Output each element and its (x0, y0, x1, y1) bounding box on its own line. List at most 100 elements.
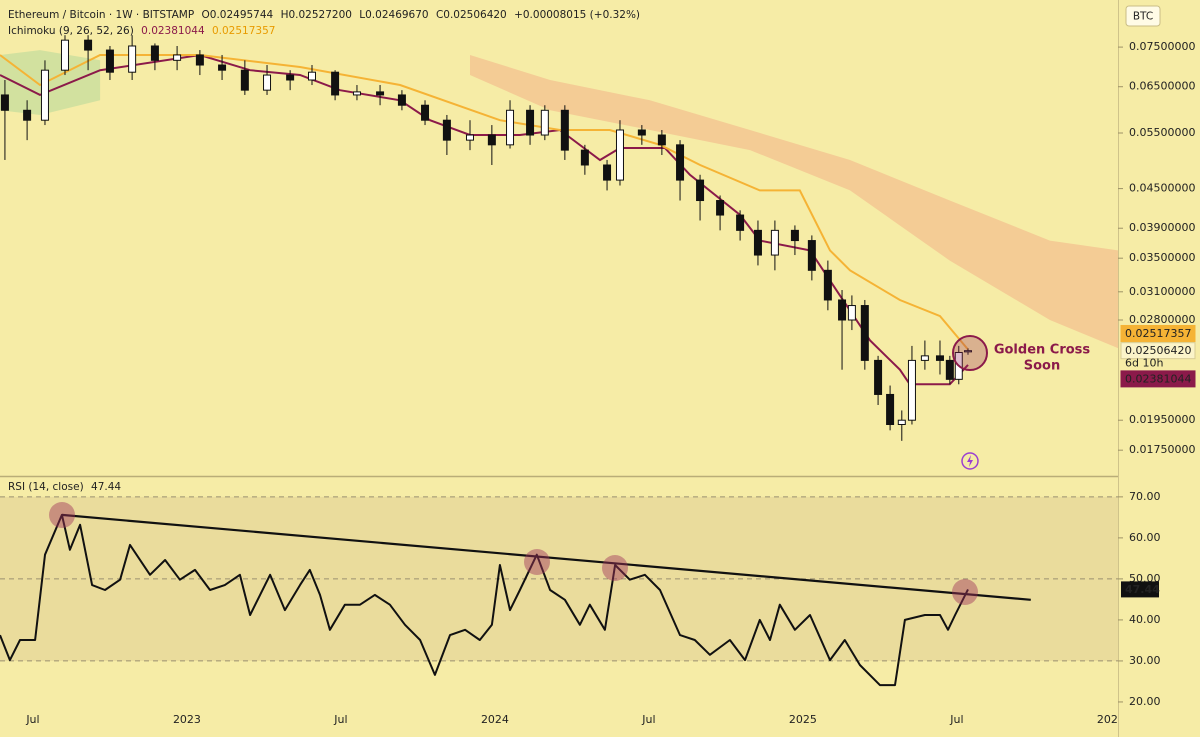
y-tick-label: 0.01750000 (1129, 443, 1195, 456)
y-tick-label: 70.00 (1129, 490, 1161, 503)
indicator-legend: Ichimoku (9, 26, 52, 26) 0.02381044 0.02… (8, 25, 275, 37)
candle-body (637, 129, 646, 136)
highlight-circle (952, 579, 978, 605)
currency-button[interactable] (1125, 5, 1161, 27)
close-tag-bg (1120, 342, 1196, 360)
x-tick-label: 2025 (789, 713, 817, 726)
alert-bolt (967, 455, 973, 467)
y-tick-label: 0.06500000 (1129, 80, 1195, 93)
ichimoku-cloud (470, 55, 1118, 349)
price-axis: 0.07500000 0.06500000 0.05500000 0.04500000… (1118, 40, 1196, 708)
y-tick-label: 0.03900000 (1129, 221, 1195, 234)
candle-body (615, 129, 624, 181)
candle-body (860, 305, 869, 361)
annotation: Golden Cross (994, 343, 1091, 358)
last-value-tag: 0.02517357 (1125, 327, 1191, 340)
candle-body (847, 305, 856, 321)
ichimoku-cloud (0, 50, 101, 115)
ohlc-open: O0.02495744 (202, 9, 274, 21)
candle-body (240, 69, 249, 91)
candle-body (945, 359, 954, 380)
candle-body (676, 144, 685, 181)
ichimoku-line (0, 53, 969, 386)
x-axis: Jul 2023 Jul 2024 Jul 2025 Jul 2026 (25, 713, 1125, 726)
candle-body (540, 109, 549, 136)
candle-body (173, 54, 182, 61)
candle-body (907, 359, 916, 421)
y-tick-label: 30.00 (1129, 654, 1161, 667)
highlight-circle (602, 555, 628, 581)
ichimoku-line (0, 54, 969, 351)
candle-body (331, 71, 340, 96)
y-tick-label: 0.02800000 (1129, 313, 1195, 326)
candle-body (105, 49, 114, 73)
candle-body (60, 39, 69, 71)
candle-body (263, 74, 272, 91)
x-tick-label: Jul (25, 713, 39, 726)
candle-body (935, 355, 944, 361)
candle-body (23, 109, 32, 121)
highlight-circle (524, 549, 550, 575)
candle-body (603, 164, 612, 181)
y-tick-label: 0.03500000 (1129, 251, 1195, 264)
ohlc-high: H0.02527200 (281, 9, 352, 21)
candle-body (218, 64, 227, 71)
candle-body (465, 134, 474, 141)
candle-body (580, 149, 589, 166)
candle-body (964, 350, 973, 353)
alert-ring (961, 452, 979, 470)
ohlc-close: C0.02506420 (436, 9, 507, 21)
rsi-trendline (61, 513, 1031, 601)
currency-label: BTC (1133, 11, 1153, 23)
x-tick-label: 2023 (173, 713, 201, 726)
candle-body (40, 69, 49, 121)
candle-body (920, 355, 929, 361)
ohlc-change: +0.00008015 (+0.32%) (514, 9, 640, 21)
y-tick-label: 0.05500000 (1129, 126, 1195, 139)
candle-body (84, 39, 93, 51)
candle-body (807, 240, 816, 271)
rsi-last-tag-bg (1121, 581, 1159, 598)
candle-body (286, 74, 295, 81)
rsi-line (0, 513, 969, 687)
candle-body (421, 104, 430, 121)
rsi-pane (0, 496, 1118, 687)
symbol: Ethereum / Bitcoin · 1W · BITSTAMP (8, 9, 194, 21)
x-tick-label: 2026 (1097, 713, 1125, 726)
candle-body (790, 229, 799, 242)
rsi-title: RSI (14, close) (8, 481, 84, 493)
bar-countdown: 6d 10h (1125, 357, 1163, 370)
x-tick-label: Jul (641, 713, 655, 726)
x-tick-label: Jul (333, 713, 347, 726)
y-tick-label: 60.00 (1129, 531, 1161, 544)
candle-body (657, 134, 666, 146)
candle-body (150, 45, 159, 61)
candle-body (897, 419, 906, 426)
price-pane (0, 35, 1118, 441)
candle-body (823, 269, 832, 301)
candle-body (716, 200, 725, 216)
candle-body (397, 94, 406, 106)
y-tick-label: 20.00 (1129, 695, 1161, 708)
y-tick-label: 0.01950000 (1129, 413, 1195, 426)
last-value-tag-bg (1120, 324, 1196, 342)
candle-body (307, 71, 316, 81)
candle-body (886, 393, 895, 426)
header: Ethereum / Bitcoin · 1W · BITSTAMP O0.02… (8, 9, 640, 21)
candle-body (696, 179, 705, 202)
candle-body (736, 214, 745, 231)
x-tick-label: 2024 (481, 713, 509, 726)
price-axis-panel (1118, 0, 1200, 737)
candle-body (770, 229, 779, 256)
candle-body (506, 109, 515, 146)
alert-icon[interactable] (961, 452, 979, 470)
candle-body (352, 91, 361, 96)
candle-body (753, 229, 762, 256)
indicator-value: 0.02381044 (141, 25, 205, 37)
x-tick-label: Jul (949, 713, 963, 726)
candle-body (442, 119, 451, 141)
y-tick-label: 0.03100000 (1129, 285, 1195, 298)
candle-body (560, 109, 569, 151)
candle-body (487, 134, 496, 146)
